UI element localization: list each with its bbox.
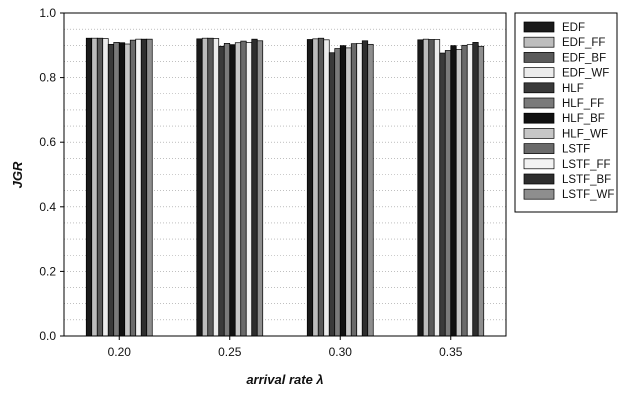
- bar: [444, 50, 452, 337]
- bar: [96, 37, 104, 337]
- legend-label: LSTF_FF: [562, 159, 611, 171]
- bar: [201, 37, 209, 337]
- bar: [317, 37, 325, 337]
- legend-label: HLF_WF: [562, 128, 608, 140]
- bar: [223, 43, 231, 337]
- legend-label: EDF_FF: [562, 37, 605, 49]
- legend-label: EDF: [562, 22, 585, 34]
- bar: [118, 42, 126, 337]
- bar: [339, 45, 347, 337]
- y-axis-ticks: 0.0 0.2 0.4 0.6 0.8 1.0: [39, 6, 64, 343]
- legend-label: HLF_FF: [562, 98, 604, 110]
- x-tick-label: 0.30: [329, 345, 353, 359]
- legend-swatch: [523, 128, 555, 139]
- bar: [240, 40, 247, 337]
- bar: [245, 42, 253, 337]
- legend-label: EDF_BF: [562, 52, 606, 64]
- bar: [107, 43, 115, 337]
- bar: [450, 45, 457, 337]
- bar: [422, 38, 430, 337]
- bar: [234, 42, 242, 337]
- bars: [85, 37, 485, 337]
- plot-frame: [63, 12, 507, 337]
- bar: [312, 38, 319, 337]
- bar: [229, 44, 236, 337]
- legend-swatch: [523, 173, 555, 185]
- legend-label: LSTF_BF: [562, 174, 611, 186]
- legend-swatch: [523, 143, 555, 154]
- legend-swatch: [523, 52, 555, 63]
- x-tick-label: 0.20: [108, 345, 132, 359]
- bar: [361, 40, 369, 337]
- legend-swatch: [523, 21, 555, 33]
- bar: [91, 37, 98, 337]
- y-tick-label: 0.4: [39, 200, 56, 214]
- y-tick-label: 0.6: [39, 135, 56, 149]
- bar: [140, 38, 148, 337]
- bar: [212, 38, 220, 337]
- bar: [334, 48, 341, 337]
- legend-swatch: [523, 158, 555, 170]
- bar: [345, 47, 352, 337]
- bar: [85, 37, 93, 337]
- legend-swatch: [523, 67, 555, 78]
- y-tick-label: 1.0: [39, 6, 56, 20]
- bar: [146, 38, 153, 337]
- legend: EDF EDF_FF EDF_BF EDF_WF HLF HLF_FF HLF_BF HLF_…: [514, 12, 618, 213]
- y-tick-label: 0.8: [39, 71, 56, 85]
- legend-label: LSTF: [562, 144, 590, 156]
- bar: [207, 37, 214, 337]
- legend-swatch: [523, 188, 555, 200]
- bar: [135, 38, 142, 337]
- bar: [472, 42, 479, 337]
- bar: [129, 39, 137, 337]
- bar: [466, 44, 474, 337]
- bar: [439, 52, 446, 337]
- bar: [433, 39, 441, 337]
- legend-label: EDF_WF: [562, 68, 609, 80]
- legend-label: LSTF_WF: [562, 189, 614, 201]
- legend-swatch: [523, 97, 555, 109]
- bar: [323, 39, 330, 337]
- legend-swatch: [523, 36, 555, 48]
- legend-swatch: [523, 82, 555, 94]
- bar: [328, 52, 336, 337]
- bar: [306, 39, 314, 337]
- x-tick-label: 0.25: [218, 345, 242, 359]
- legend-label: HLF: [562, 83, 584, 95]
- legend-swatch: [523, 112, 555, 124]
- x-axis-ticks: 0.20 0.25 0.30 0.35: [108, 336, 463, 359]
- bar: [477, 45, 485, 337]
- bar: [356, 43, 363, 337]
- bar: [417, 39, 424, 337]
- bar: [455, 49, 463, 337]
- bar: [113, 42, 120, 337]
- y-tick-label: 0.0: [39, 329, 56, 343]
- bar: [350, 43, 358, 337]
- bar: [428, 39, 435, 337]
- bar: [102, 38, 109, 337]
- bar: [367, 43, 374, 337]
- bar: [124, 43, 131, 337]
- y-axis-title: JGR: [10, 161, 25, 188]
- bar: [256, 40, 264, 337]
- bar: [461, 44, 468, 337]
- x-tick-label: 0.35: [439, 345, 463, 359]
- bar: [251, 38, 258, 337]
- bar: [196, 38, 203, 337]
- y-tick-label: 0.2: [39, 264, 56, 278]
- bar: [218, 45, 225, 337]
- x-axis-title: arrival rate λ: [246, 372, 323, 387]
- legend-label: HLF_BF: [562, 113, 605, 125]
